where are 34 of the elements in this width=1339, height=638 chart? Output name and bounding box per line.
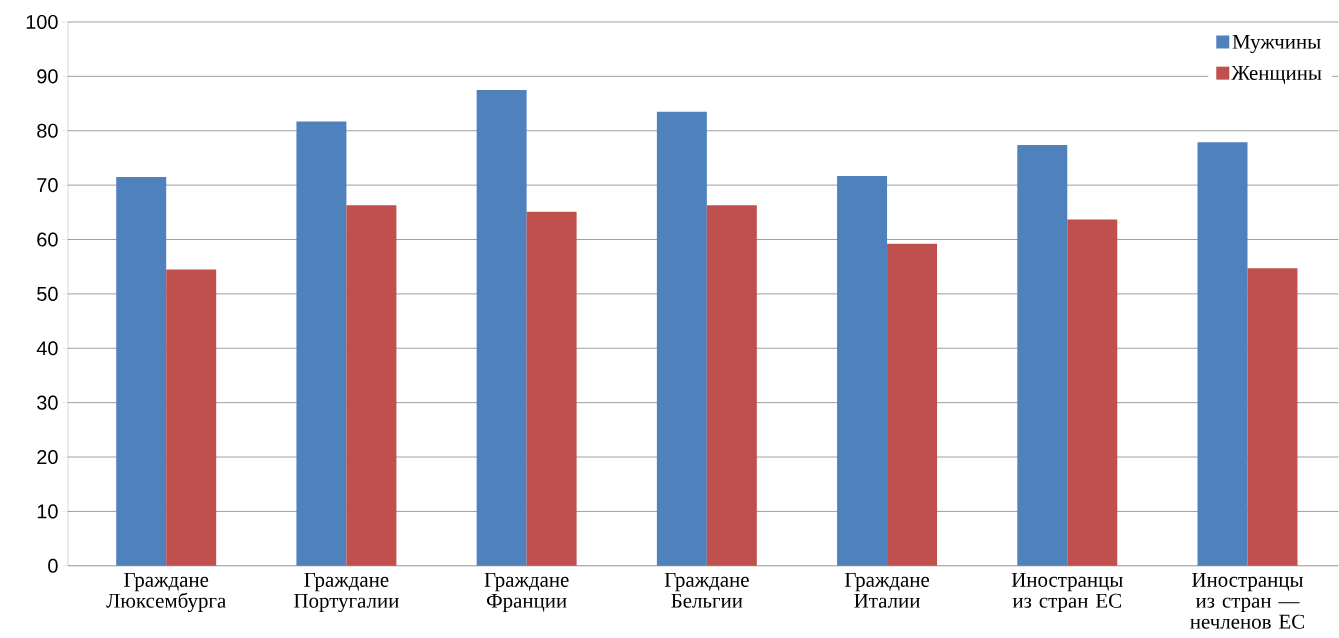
bar bbox=[887, 243, 938, 566]
y-tick-label: 30 bbox=[37, 395, 58, 410]
x-tick-label: Граждане Бельгии bbox=[664, 573, 749, 608]
y-tick-label: 90 bbox=[37, 69, 58, 84]
x-tick-label: Граждане Люксембурга bbox=[106, 573, 226, 613]
legend-label: Женщины bbox=[1231, 66, 1322, 85]
bar bbox=[706, 205, 757, 566]
y-tick-label: 20 bbox=[37, 450, 58, 465]
bar bbox=[296, 121, 347, 566]
bar bbox=[476, 90, 527, 566]
y-tick-label: 0 bbox=[48, 558, 58, 573]
legend-label: Мужчины bbox=[1232, 34, 1321, 54]
y-tick-label: 70 bbox=[37, 178, 58, 193]
x-tick-label: Иностранцы из стран — нечленов ЕС bbox=[1190, 573, 1305, 629]
bar bbox=[1197, 142, 1248, 566]
y-tick-label: 10 bbox=[37, 504, 58, 519]
y-tick-label: 60 bbox=[37, 232, 58, 247]
bar bbox=[1247, 268, 1298, 566]
x-tick-label: Граждане Франции bbox=[484, 573, 569, 613]
bar bbox=[1017, 144, 1068, 566]
bar bbox=[656, 111, 707, 566]
bar bbox=[166, 269, 217, 566]
y-tick-label: 50 bbox=[37, 286, 58, 302]
x-tick-label: Иностранцы из стран ЕС bbox=[1011, 573, 1123, 613]
bar bbox=[526, 211, 577, 566]
bar bbox=[837, 175, 888, 566]
bar bbox=[116, 177, 167, 566]
bar bbox=[1067, 219, 1118, 566]
y-tick-label: 40 bbox=[36, 341, 58, 356]
y-tick-label: 80 bbox=[37, 123, 58, 138]
x-tick-label: Граждане Италии bbox=[844, 573, 930, 608]
bar bbox=[346, 205, 397, 566]
x-tick-label: Граждане Португалии bbox=[294, 573, 399, 613]
y-tick-label: 100 bbox=[26, 15, 58, 30]
